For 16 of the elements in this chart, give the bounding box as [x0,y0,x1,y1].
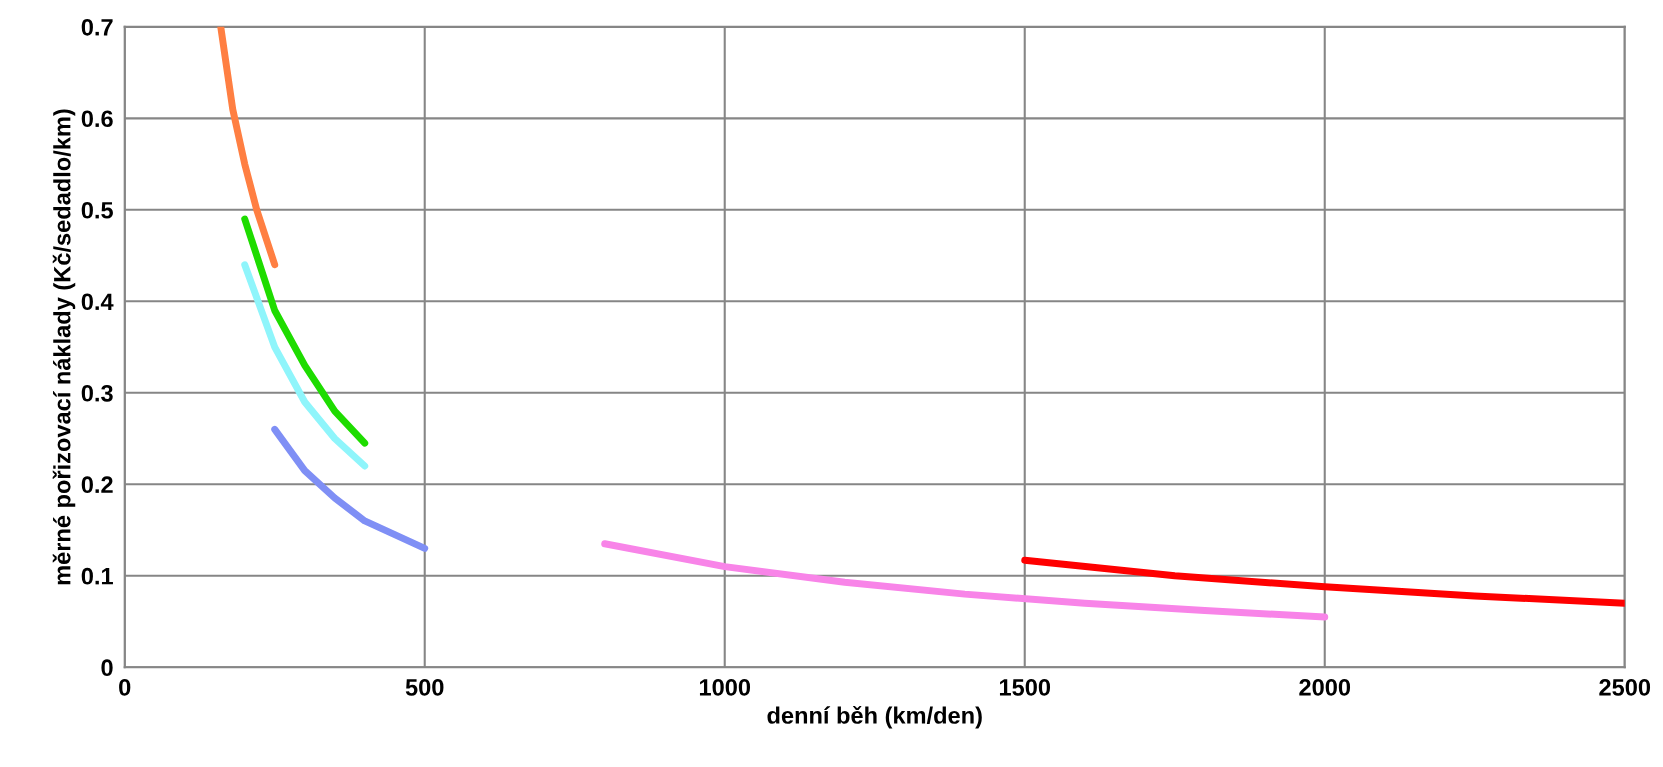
x-axis-title: denní běh (km/den) [767,705,982,729]
y-tick-label: 0.2 [81,476,113,494]
x-tick-label: 2000 [1299,679,1351,696]
x-tick-label: 500 [405,679,444,696]
x-tick-label: 1000 [699,679,751,696]
x-tick-label: 2500 [1599,679,1651,696]
y-tick-label: 0.3 [81,384,113,402]
x-tick-label: 1500 [999,679,1051,696]
x-tick-label: 0 [119,679,131,696]
y-tick-label: 0.7 [81,18,113,36]
y-tick-label: 0.1 [81,567,113,585]
y-tick-label: 0 [101,659,113,677]
y-tick-label: 0.4 [81,293,114,311]
y-tick-label: 0.6 [81,110,113,128]
y-axis-title: měrné pořizovací náklady (Kč/sedadlo/km) [52,109,76,585]
y-tick-label: 0.5 [81,201,113,219]
